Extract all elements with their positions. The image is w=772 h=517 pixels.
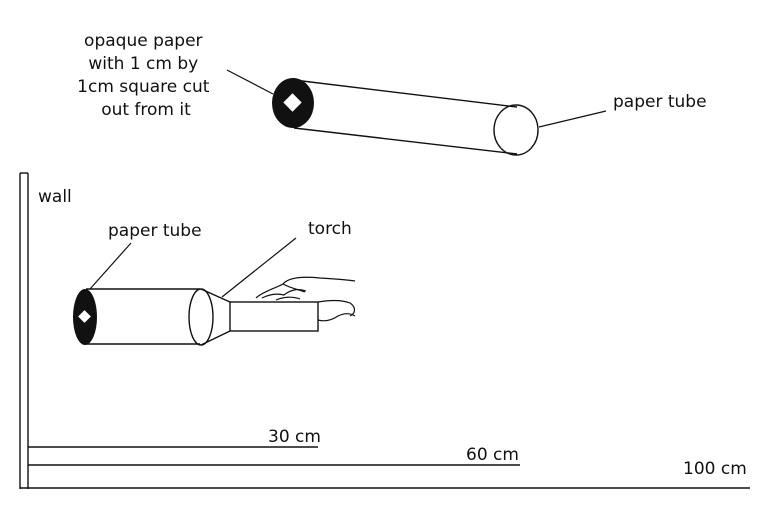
paper-tube-pointer-top bbox=[538, 110, 607, 128]
opaque-paper-label-line-2: with 1 cm by bbox=[88, 54, 198, 74]
paper-tube-label-bottom: paper tube bbox=[108, 221, 202, 241]
torch-label: torch bbox=[308, 219, 352, 239]
tube-bottom-edge bbox=[293, 127, 518, 155]
square-hole-icon bbox=[78, 310, 91, 323]
paper-tube-label-top: paper tube bbox=[613, 92, 707, 112]
opaque-paper-pointer bbox=[226, 69, 274, 95]
torch-lens bbox=[188, 288, 214, 346]
distance-label-100: 100 cm bbox=[683, 459, 747, 479]
paper-tube-pointer-bottom bbox=[89, 242, 132, 290]
hand bbox=[255, 276, 356, 322]
wall-label: wall bbox=[38, 187, 72, 207]
opaque-paper-label-line-3: 1cm square cut bbox=[77, 77, 210, 97]
torch-handle bbox=[229, 301, 319, 332]
distance-label-30: 30 cm bbox=[268, 427, 321, 447]
opaque-paper-label-line-4: out from it bbox=[101, 100, 191, 120]
torch-pointer bbox=[221, 237, 297, 298]
tube-open-end bbox=[493, 104, 539, 156]
square-hole-icon bbox=[283, 93, 302, 112]
bottom-paper-tube bbox=[73, 288, 200, 345]
torch bbox=[188, 288, 319, 346]
opaque-paper-label: opaque paper with 1 cm by 1cm square cut… bbox=[77, 31, 215, 120]
opaque-paper-label-line-1: opaque paper bbox=[84, 31, 203, 51]
tube-top-edge bbox=[293, 79, 518, 108]
wall bbox=[19, 172, 29, 489]
distance-label-60: 60 cm bbox=[466, 445, 519, 465]
top-paper-tube bbox=[272, 78, 539, 156]
